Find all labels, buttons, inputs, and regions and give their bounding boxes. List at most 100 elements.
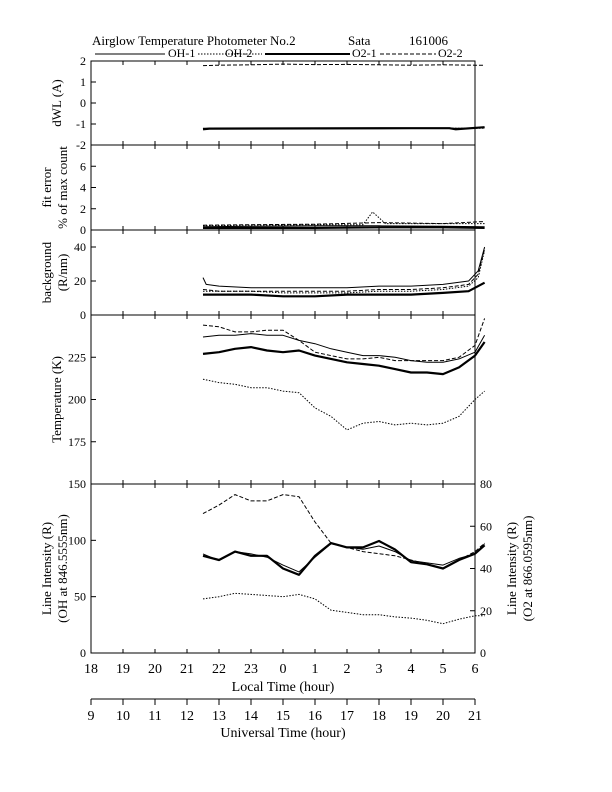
y-right-axis-label: Line Intensity (R) <box>504 522 519 615</box>
y-axis-label: Temperature (K) <box>49 356 64 443</box>
header: Airglow Temperature Photometer No.2 Sata… <box>92 33 449 48</box>
y-right-axis-label-2: (O2 at 866.0595nm) <box>520 516 535 622</box>
y-tick-label: -2 <box>76 138 86 152</box>
x-tick-label-local: 6 <box>472 662 479 677</box>
legend-label-o21: O2-1 <box>352 46 377 60</box>
y-tick-label: 0 <box>80 96 86 110</box>
x-tick-label-local: 4 <box>408 662 415 677</box>
series-o22-line <box>202 318 486 362</box>
x-tick-label-ut: 12 <box>180 709 194 724</box>
x-tick-label-local: 21 <box>180 662 194 677</box>
y-tick-label: 200 <box>68 393 86 407</box>
y-tick-label: -1 <box>76 117 86 131</box>
series-o22-line <box>202 221 485 226</box>
y-tick-label: 40 <box>74 240 86 254</box>
series-o21-line <box>202 539 486 576</box>
y-tick-label: 175 <box>68 435 86 449</box>
y-axis-label-2: (OH at 846.5555nm) <box>55 514 70 623</box>
x-axis-label-local: Local Time (hour) <box>232 680 335 695</box>
series-o21-line <box>202 341 486 376</box>
y-tick-label: 2 <box>80 54 86 68</box>
legend: OH-1 OH-2 O2-1 O2-2 <box>95 46 463 60</box>
y-tick-label: 1 <box>80 75 86 89</box>
y-right-tick-label: 60 <box>480 519 492 533</box>
panel-frame <box>90 314 476 485</box>
x-tick-label-ut: 13 <box>212 709 226 724</box>
series-o22-line <box>202 248 486 292</box>
series-o21-line <box>202 126 485 131</box>
x-tick-label-ut: 10 <box>116 709 130 724</box>
x-tick-label-ut: 18 <box>372 709 386 724</box>
x-tick-label-ut: 15 <box>276 709 290 724</box>
series-o21-line <box>203 281 486 298</box>
legend-label-oh2: OH-2 <box>225 46 252 60</box>
series-oh1-line <box>202 246 486 289</box>
y-right-tick-label: 20 <box>480 604 492 618</box>
y-axis-label: dWL (A) <box>49 79 64 127</box>
panel-fit-error: 0 2 4 6 fit error% of max count <box>39 144 485 237</box>
y-tick-label: 150 <box>68 477 86 491</box>
y-axis-label-2: (R/nm) <box>55 254 70 292</box>
y-axis-label: fit error <box>39 167 54 208</box>
x-tick-label-ut: 11 <box>148 709 161 724</box>
series-oh2-line <box>203 250 486 294</box>
x-tick-label-ut: 20 <box>436 709 450 724</box>
x-tick-label-local: 2 <box>344 662 351 677</box>
y-axis-label: background <box>39 241 54 303</box>
series-o22-line <box>202 63 485 67</box>
y-right-tick-label: 40 <box>480 562 492 576</box>
x-tick-label-ut: 14 <box>244 709 258 724</box>
x-tick-label-ut: 9 <box>88 709 95 724</box>
series-o22-line <box>202 494 485 569</box>
station-name: Sata <box>348 33 371 48</box>
y-axis-label: Line Intensity (R) <box>39 522 54 615</box>
x-tick-label-ut: 19 <box>404 709 418 724</box>
series-oh2-line <box>202 592 485 625</box>
x-tick-label-local: 23 <box>244 662 258 677</box>
chart-title: Airglow Temperature Photometer No.2 <box>92 33 296 48</box>
x-axis-ut: 9 10 11 12 13 14 15 16 17 18 19 20 21 Universal Time … <box>88 698 482 741</box>
y-tick-label: 0 <box>80 223 86 237</box>
x-tick-label-ut: 17 <box>340 709 354 724</box>
x-tick-label-local: 5 <box>440 662 447 677</box>
series-oh2-line <box>202 211 485 227</box>
panel-frame <box>90 60 476 146</box>
x-tick-label-local: 22 <box>212 662 226 677</box>
y-axis-label-2: % of max count <box>55 146 70 229</box>
y-tick-label: 6 <box>80 159 86 173</box>
series-oh2-line <box>202 378 485 431</box>
legend-label-o22: O2-2 <box>438 46 463 60</box>
panel-background: 0 20 40 background (R/nm) <box>39 229 486 322</box>
x-tick-label-local: 1 <box>312 662 319 677</box>
series-oh1-line <box>202 333 486 363</box>
x-tick-label-local: 19 <box>116 662 130 677</box>
panel-frame <box>90 144 476 231</box>
date-label: 161006 <box>409 33 449 48</box>
x-tick-label-local: 0 <box>280 662 287 677</box>
series-o21-line <box>203 226 485 229</box>
panel-frame <box>90 229 476 316</box>
x-tick-label-local: 20 <box>148 662 162 677</box>
x-tick-label-local: 3 <box>376 662 383 677</box>
x-axis-label-ut: Universal Time (hour) <box>220 726 346 741</box>
y-tick-label: 20 <box>74 274 86 288</box>
y-tick-label: 225 <box>68 350 86 364</box>
y-tick-label: 0 <box>80 308 86 322</box>
y-tick-label: 4 <box>80 181 86 195</box>
x-tick-label-ut: 16 <box>308 709 322 724</box>
y-tick-label: 0 <box>80 646 86 660</box>
y-tick-label: 50 <box>74 590 86 604</box>
panel-dwl: -2 -1 0 1 2 dWL (A) <box>49 54 485 152</box>
y-tick-label: 100 <box>68 533 86 547</box>
legend-label-oh1: OH-1 <box>168 46 195 60</box>
panel-temperature: 175 200 225 Temperature (K) <box>49 314 486 485</box>
x-tick-label-ut: 21 <box>468 709 482 724</box>
y-right-tick-label: 0 <box>480 646 486 660</box>
y-right-tick-label: 80 <box>480 477 492 491</box>
x-tick-label-local: 18 <box>84 662 98 677</box>
y-tick-label: 2 <box>80 202 86 216</box>
